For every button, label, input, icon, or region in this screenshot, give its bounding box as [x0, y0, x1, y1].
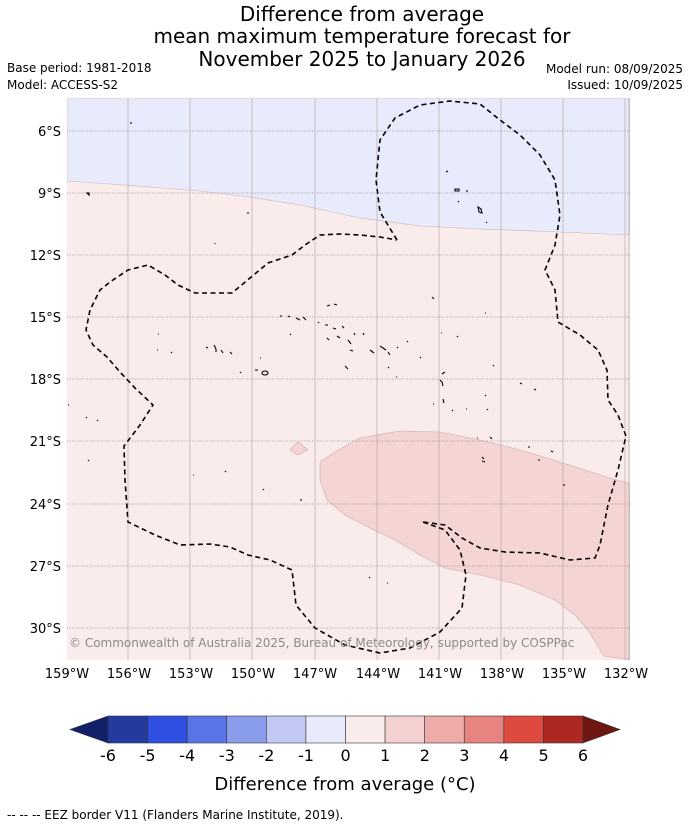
colorbar-cells	[107, 715, 584, 744]
colorbar-tick: 6	[578, 746, 588, 765]
colorbar-cell	[543, 715, 584, 744]
model-run-label: Model run: 08/09/2025	[545, 62, 683, 76]
lat-tick-27s: 27°S	[30, 560, 61, 575]
colorbar-cell	[266, 715, 307, 744]
colorbar-cell	[305, 715, 346, 744]
lon-tick-144w: 144°W	[356, 667, 400, 682]
colorbar-tick: -4	[179, 746, 195, 765]
colorbar-cell	[147, 715, 188, 744]
map-title-line-3: November 2025 to January 2026	[198, 47, 526, 71]
model-label: Model: ACCESS-S2	[7, 78, 119, 92]
eez-legend-note: -- -- -- EEZ border V11 (Flanders Marine…	[7, 808, 344, 822]
islands	[68, 122, 565, 584]
lon-tick-159w: 159°W	[45, 667, 89, 682]
eez-border	[85, 100, 627, 654]
map-title-line-1: Difference from average	[239, 2, 485, 26]
colorbar-tick: -2	[258, 746, 274, 765]
colorbar-tick: -6	[100, 746, 116, 765]
latitude-tick-labels: 6°S 9°S 12°S 15°S 18°S 21°S 24°S 27°S 30…	[30, 125, 61, 637]
lat-tick-18s: 18°S	[30, 373, 61, 388]
colorbar-tick: -5	[140, 746, 156, 765]
lon-tick-141w: 141°W	[418, 667, 462, 682]
colorbar-high-extension	[582, 715, 621, 744]
colorbar-cell	[226, 715, 267, 744]
lat-tick-6s: 6°S	[38, 125, 61, 140]
map-title-line-2: mean maximum temperature forecast for	[153, 24, 571, 48]
colorbar-cell	[107, 715, 148, 744]
colorbar-cell	[345, 715, 386, 744]
colorbar-cell	[424, 715, 465, 744]
lat-tick-15s: 15°S	[30, 311, 61, 326]
colorbar-title: Difference from average (°C)	[214, 774, 475, 795]
lat-tick-12s: 12°S	[30, 249, 61, 264]
lat-tick-24s: 24°S	[30, 498, 61, 513]
lon-tick-150w: 150°W	[231, 667, 275, 682]
lat-tick-30s: 30°S	[30, 622, 61, 637]
colorbar-low-extension	[69, 715, 109, 744]
warm-anomaly-strong-area	[319, 430, 630, 660]
warm-anomaly-small-patch	[289, 441, 309, 456]
lon-tick-132w: 132°W	[604, 667, 648, 682]
colorbar-tick: 1	[380, 746, 390, 765]
map-panel: © Commonwealth of Australia 2025, Bureau…	[67, 98, 630, 660]
colorbar-cell	[186, 715, 228, 744]
colorbar-cell	[503, 715, 544, 744]
colorbar-tick: 4	[499, 746, 509, 765]
issued-label: Issued: 10/09/2025	[567, 78, 683, 92]
colorbar: -6 -5 -4 -3 -2 -1 0 1 2 3 4 5 6 Differen…	[69, 715, 621, 795]
lon-tick-135w: 135°W	[542, 667, 586, 682]
lon-tick-153w: 153°W	[169, 667, 213, 682]
cool-anomaly-area	[67, 98, 630, 236]
base-period-label: Base period: 1981-2018	[7, 61, 152, 75]
colorbar-cell	[463, 715, 505, 744]
colorbar-tick: 2	[420, 746, 430, 765]
colorbar-tick: 0	[341, 746, 351, 765]
lon-tick-147w: 147°W	[293, 667, 337, 682]
colorbar-tick-labels: -6 -5 -4 -3 -2 -1 0 1 2 3 4 5 6	[100, 746, 588, 765]
longitude-tick-labels: 159°W 156°W 153°W 150°W 147°W 144°W 141°…	[45, 667, 648, 682]
colorbar-tick: -3	[219, 746, 235, 765]
map-copyright: © Commonwealth of Australia 2025, Bureau…	[69, 636, 574, 650]
colorbar-tick: 5	[539, 746, 549, 765]
lat-tick-21s: 21°S	[30, 435, 61, 450]
lon-tick-156w: 156°W	[107, 667, 151, 682]
colorbar-cell	[384, 715, 425, 744]
lon-tick-138w: 138°W	[480, 667, 524, 682]
lat-tick-9s: 9°S	[38, 187, 61, 202]
colorbar-tick: -1	[298, 746, 314, 765]
colorbar-tick: 3	[459, 746, 469, 765]
